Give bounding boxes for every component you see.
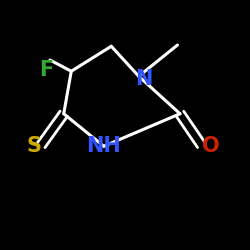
Text: F: F <box>39 60 54 80</box>
Text: NH: NH <box>86 136 121 156</box>
Text: S: S <box>26 136 41 156</box>
Text: O: O <box>202 136 220 156</box>
Text: N: N <box>135 69 152 89</box>
